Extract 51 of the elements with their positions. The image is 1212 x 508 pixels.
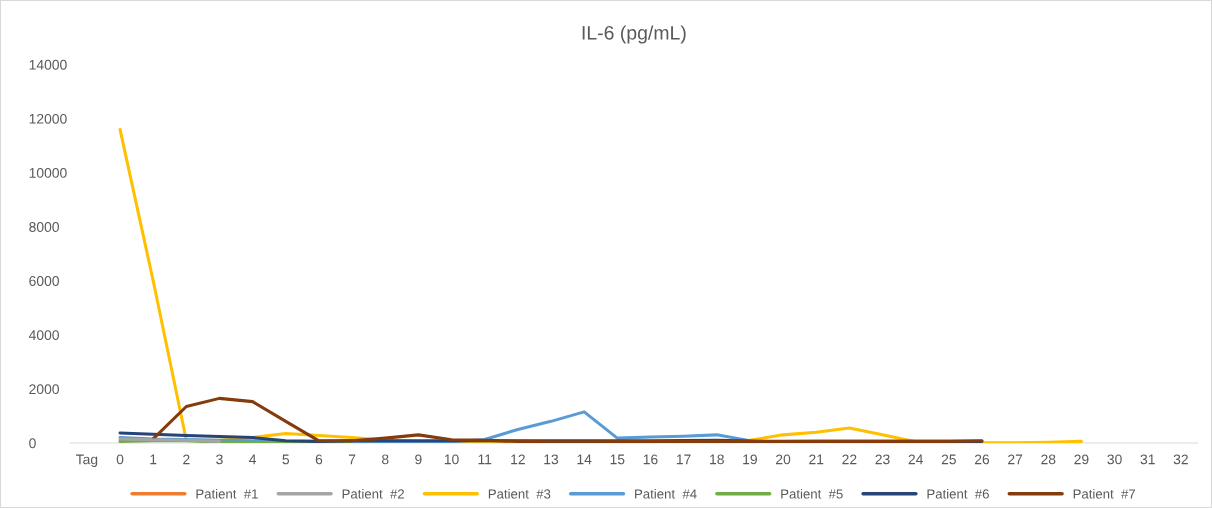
x-tick-label: 23: [875, 454, 890, 465]
x-tick-label: 31: [1140, 454, 1155, 465]
x-tick-label: 22: [842, 454, 857, 465]
legend-label: Patient #4: [635, 488, 697, 499]
y-tick-label: 4000: [28, 330, 59, 341]
y-tick-label: 10000: [29, 167, 67, 178]
x-tick-label: 11: [478, 454, 492, 465]
x-tick-label: 2: [183, 454, 190, 465]
legend-label: Patient #7: [1073, 488, 1136, 499]
x-tick-label: 18: [710, 454, 724, 465]
x-tick-label: 13: [544, 454, 559, 465]
x-tick-label: 0: [116, 454, 124, 465]
x-tick-label: 12: [511, 454, 525, 465]
x-tick-label: 20: [776, 454, 791, 465]
x-tick-label: 26: [974, 454, 990, 465]
x-tick-label: 19: [743, 454, 757, 465]
x-tick-label: 10: [444, 454, 459, 465]
legend-label: Patient #3: [488, 488, 551, 499]
y-tick-label: 6000: [29, 276, 59, 286]
y-tick-label: 0: [29, 438, 36, 449]
x-tick-label: 4: [249, 454, 257, 465]
x-tick-label: 3: [216, 454, 223, 465]
y-tick-label: 12000: [29, 113, 67, 124]
x-tick-label: 6: [315, 454, 323, 465]
x-tick-label: 32: [1173, 454, 1188, 465]
x-tick-label: 1: [150, 454, 157, 465]
y-tick-label: 2000: [29, 384, 59, 395]
chart-title: IL-6 (pg/mL): [582, 25, 686, 44]
x-tick-label: Tag: [75, 454, 98, 468]
y-tick-label: 8000: [29, 222, 59, 232]
x-tick-label: 14: [577, 454, 592, 465]
legend-label: Patient #1: [196, 488, 258, 499]
x-tick-label: 27: [1008, 454, 1023, 465]
x-tick-label: 16: [643, 454, 658, 465]
x-tick-label: 17: [676, 454, 691, 465]
line-series: [151, 396, 984, 443]
x-tick-label: 5: [282, 454, 290, 465]
legend-label: Patient #2: [342, 488, 405, 499]
x-tick-label: 15: [610, 454, 625, 465]
x-tick-label: 9: [415, 454, 422, 465]
x-tick-label: 25: [941, 454, 956, 465]
legend-label: Patient #5: [781, 488, 843, 499]
x-tick-label: 28: [1041, 454, 1056, 465]
y-tick-label: 14000: [29, 59, 67, 70]
x-tick-label: 24: [908, 454, 923, 465]
x-tick-label: 8: [381, 454, 389, 465]
legend-label: Patient #6: [927, 488, 989, 499]
x-tick-label: 7: [348, 454, 356, 465]
x-tick-label: 21: [809, 454, 824, 465]
x-tick-label: 30: [1107, 454, 1122, 465]
x-tick-label: 29: [1074, 454, 1089, 465]
